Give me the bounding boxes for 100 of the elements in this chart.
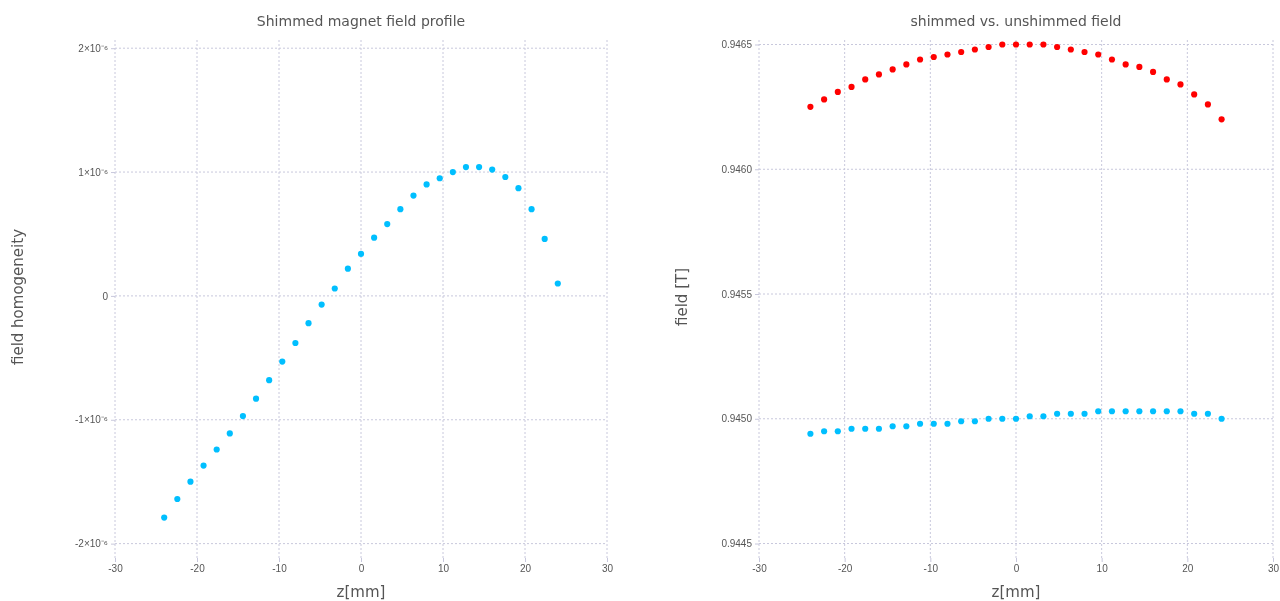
point [1163,408,1170,415]
point [999,415,1006,422]
point [292,339,299,347]
point [226,430,233,437]
x-tick-label: 10 [437,563,450,575]
point [371,234,378,241]
point [541,235,548,243]
point [807,103,814,110]
point [903,423,910,430]
point [821,96,828,103]
y-axis-title: field homogeneity [9,228,27,366]
point [875,425,883,432]
point [515,185,522,192]
point [161,514,168,521]
point [1108,408,1116,415]
y-tick-label: 0.9460 [721,163,753,175]
point [239,412,247,420]
y-tick-label: 0.9455 [721,288,753,300]
point [875,71,883,78]
point [971,418,978,425]
point [821,428,828,435]
x-tick-label: -20 [190,563,206,575]
point [985,415,992,422]
point [807,430,814,437]
point [252,395,260,402]
point [1026,413,1033,420]
point [1040,413,1047,420]
point [1067,46,1074,53]
point [903,61,910,68]
point [554,280,561,287]
point [889,423,896,430]
point [944,420,951,427]
x-tick-label: -20 [837,563,853,575]
point [1122,61,1129,68]
point [213,446,220,453]
y-tick-label: 0.9465 [721,39,753,51]
y-axis-title: field [T] [673,267,691,327]
x-axis-title: z[mm] [336,583,386,601]
point [1108,56,1116,63]
x-tick-label: 30 [601,563,614,575]
x-tick-label: 20 [519,563,532,575]
point [999,41,1006,48]
x-tick-label: 10 [1096,563,1109,575]
point [410,192,417,199]
point [1218,116,1225,123]
point [449,168,456,176]
point [1163,76,1170,83]
x-tick-label: -30 [752,563,768,575]
point [1067,410,1074,417]
point [502,173,509,181]
point [916,56,924,63]
point [1081,410,1088,417]
x-tick-label: -10 [923,563,939,575]
point [423,181,430,188]
point [1204,101,1211,108]
point [1136,408,1143,415]
point [1177,408,1184,415]
point [1136,63,1143,71]
point [958,418,965,425]
point [174,495,181,503]
y-tick-label: -2×10⁻⁶ [75,538,108,550]
x-axis-title: z[mm] [991,583,1041,601]
point [958,48,965,56]
point [397,206,404,213]
point [1191,410,1198,417]
point [916,420,924,427]
point [1054,410,1061,417]
point [930,420,937,427]
x-tick-label: -10 [272,563,288,575]
y-tick-label: -1×10⁻⁶ [75,414,108,426]
y-tick-label: 0 [102,290,109,302]
point [1177,81,1184,88]
point [848,425,855,432]
y-tick-label: 2×10⁻⁶ [78,42,108,54]
x-tick-label: 0 [358,563,365,575]
point [384,220,391,228]
point [1191,91,1198,98]
point [436,175,443,182]
point [971,46,978,53]
point [1218,415,1225,422]
point [462,164,470,171]
point [985,43,992,51]
point [930,53,937,61]
point [1012,41,1020,48]
point [357,250,365,257]
point [1122,408,1129,415]
point [1095,408,1102,415]
x-tick-label: 20 [1182,563,1194,575]
point [266,377,273,384]
point [318,301,325,308]
point [834,428,841,435]
point [489,166,496,173]
y-tick-label: 0.9450 [721,413,753,425]
x-tick-label: 30 [1267,563,1280,575]
point [1149,68,1157,76]
point [1149,408,1157,415]
chart-title: shimmed vs. unshimmed field [910,13,1122,29]
point [862,76,869,83]
point [1054,43,1061,51]
point [1081,48,1088,56]
